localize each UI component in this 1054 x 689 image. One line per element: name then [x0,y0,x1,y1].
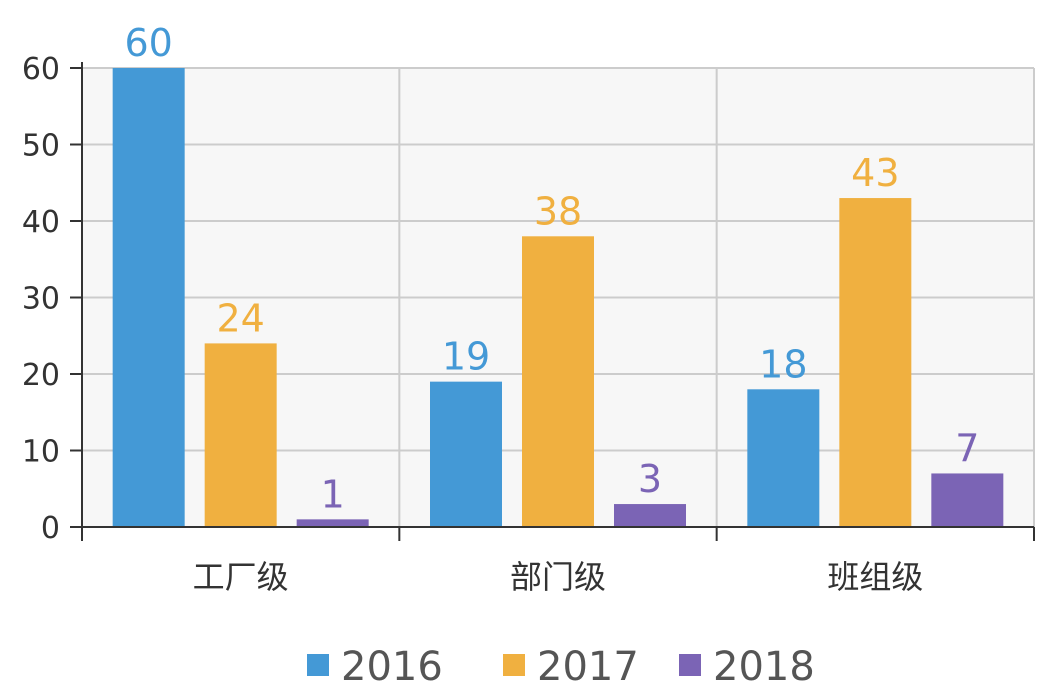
x-tick-label: 部门级 [510,558,606,596]
data-label: 3 [638,457,662,501]
y-tick-label: 40 [22,205,60,240]
legend-label: 2017 [537,644,639,689]
legend-swatch [307,654,329,676]
y-tick-label: 50 [22,129,60,164]
x-tick-label: 班组级 [827,558,923,596]
data-label: 38 [534,189,582,233]
legend-swatch [679,654,701,676]
bar-2017 [522,236,594,528]
bar-2018 [614,504,686,527]
x-tick-label: 工厂级 [193,558,289,596]
axes: 0 10 20 30 40 50 60 工厂级 部门级 班组级 [22,52,1035,596]
data-label: 7 [955,426,979,470]
y-tick-label: 30 [22,282,60,317]
bar-2016 [112,68,185,527]
bar-2018 [931,473,1004,527]
data-label: 1 [321,472,345,516]
data-label: 24 [216,296,264,340]
data-label: 60 [124,21,172,65]
bars [112,68,1004,528]
legend: 2016 2017 2018 [307,644,815,689]
data-label: 43 [851,151,899,195]
data-label: 18 [759,342,807,386]
bar-2017 [204,343,277,527]
legend-label: 2018 [713,644,815,689]
bar-2018 [296,519,369,527]
y-tick-label: 60 [22,52,60,87]
bar-2017 [839,198,912,528]
legend-label: 2016 [341,644,443,689]
data-labels: 60 24 1 19 38 3 18 43 7 [124,21,979,516]
y-tick-label: 10 [22,435,60,470]
bar-2016 [747,389,820,527]
legend-swatch [503,654,525,676]
y-tick-label: 0 [41,511,60,546]
data-label: 19 [442,335,490,379]
bar-2016 [430,381,502,527]
y-tick-label: 20 [22,358,60,393]
